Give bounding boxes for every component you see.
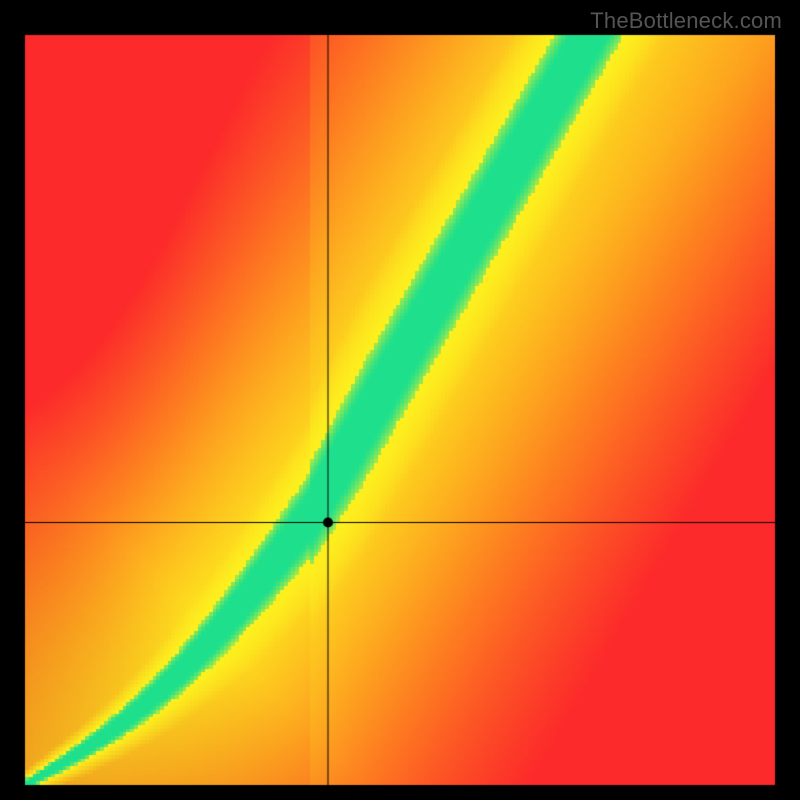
bottleneck-chart: TheBottleneck.com <box>0 0 800 800</box>
watermark-text: TheBottleneck.com <box>590 8 782 34</box>
heatmap-canvas <box>0 0 800 800</box>
